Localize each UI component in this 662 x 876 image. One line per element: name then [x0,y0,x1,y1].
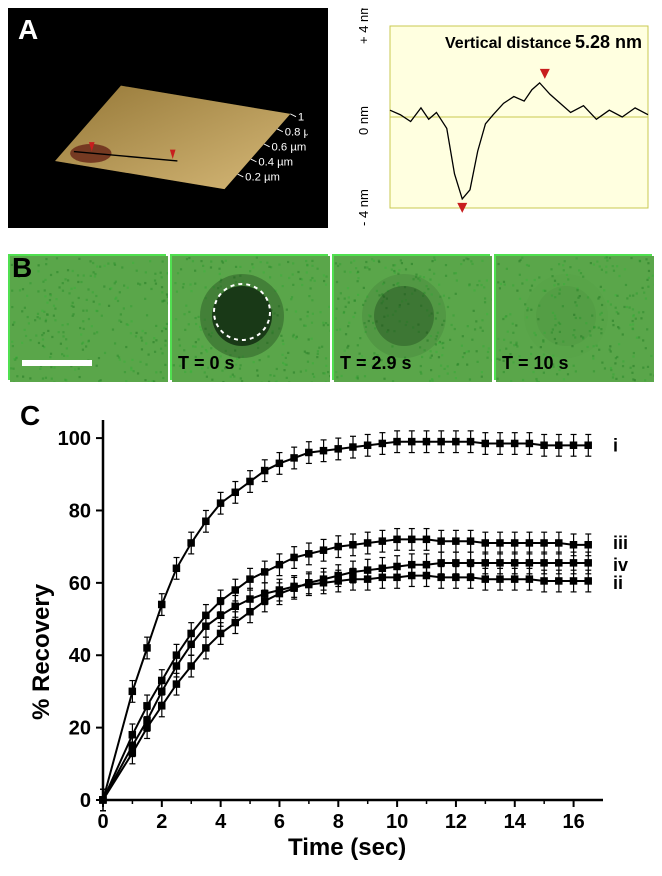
frap-time-label: T = 0 s [178,353,235,374]
svg-text:80: 80 [69,500,91,522]
svg-text:0 nm: 0 nm [356,106,371,135]
svg-text:0.4 µm: 0.4 µm [258,157,293,169]
scale-bar [22,360,92,366]
svg-text:i: i [613,435,618,455]
svg-text:16: 16 [562,811,584,833]
svg-text:40: 40 [69,645,91,667]
frap-time-label: T = 2.9 s [340,353,412,374]
svg-text:4: 4 [215,811,227,833]
svg-text:5.28 nm: 5.28 nm [575,32,642,52]
frap-time-label: T = 10 s [502,353,569,374]
svg-text:iii: iii [613,533,628,553]
frap-frame-1: T = 0 s [170,254,328,380]
svg-text:0: 0 [80,790,91,812]
svg-text:100: 100 [58,428,91,450]
svg-text:6: 6 [274,811,285,833]
svg-text:14: 14 [504,811,527,833]
profile-svg: - 4 nm 0 nm + 4 nm Vertical distance5.28 nm [342,8,654,228]
svg-text:2: 2 [156,811,167,833]
svg-text:8: 8 [333,811,344,833]
afm-surface-svg: 0.2 µm 0.4 µm 0.6 µm 0.8 µm 1 µm [28,48,308,208]
panel-a-afm-container: A 0.2 µm 0.4 µm 0.6 µm 0.8 µm 1 µm [8,8,328,228]
panel-a-profile-container: - 4 nm 0 nm + 4 nm Vertical distance5.28 nm [342,8,654,228]
svg-text:Vertical distance: Vertical distance [445,35,571,52]
panel-b-container: B T = 0 s T = 2.9 s T = 10 s [8,254,654,384]
svg-text:+ 4 nm: + 4 nm [356,8,371,44]
svg-text:60: 60 [69,573,91,595]
svg-text:20: 20 [69,718,91,740]
svg-text:iv: iv [613,555,628,575]
svg-text:- 4 nm: - 4 nm [356,189,371,226]
panel-c-container: C 0246810121416020406080100iiiiivii % Re… [8,400,654,868]
panel-b-label: B [12,252,32,284]
frap-frame-3: T = 10 s [494,254,652,380]
y-axis-label: % Recovery [28,584,56,720]
svg-text:12: 12 [445,811,467,833]
svg-text:10: 10 [386,811,408,833]
x-axis-label: Time (sec) [288,834,406,862]
svg-text:0: 0 [97,811,108,833]
recovery-chart-svg: 0246810121416020406080100iiiiivii [8,400,654,868]
svg-text:0.2 µm: 0.2 µm [245,172,280,184]
svg-text:1 µm: 1 µm [298,111,308,123]
frap-frame-2: T = 2.9 s [332,254,490,380]
svg-text:0.6 µm: 0.6 µm [272,142,307,154]
svg-text:0.8 µm: 0.8 µm [285,127,308,139]
panel-a-label: A [18,14,38,46]
svg-text:ii: ii [613,573,623,593]
